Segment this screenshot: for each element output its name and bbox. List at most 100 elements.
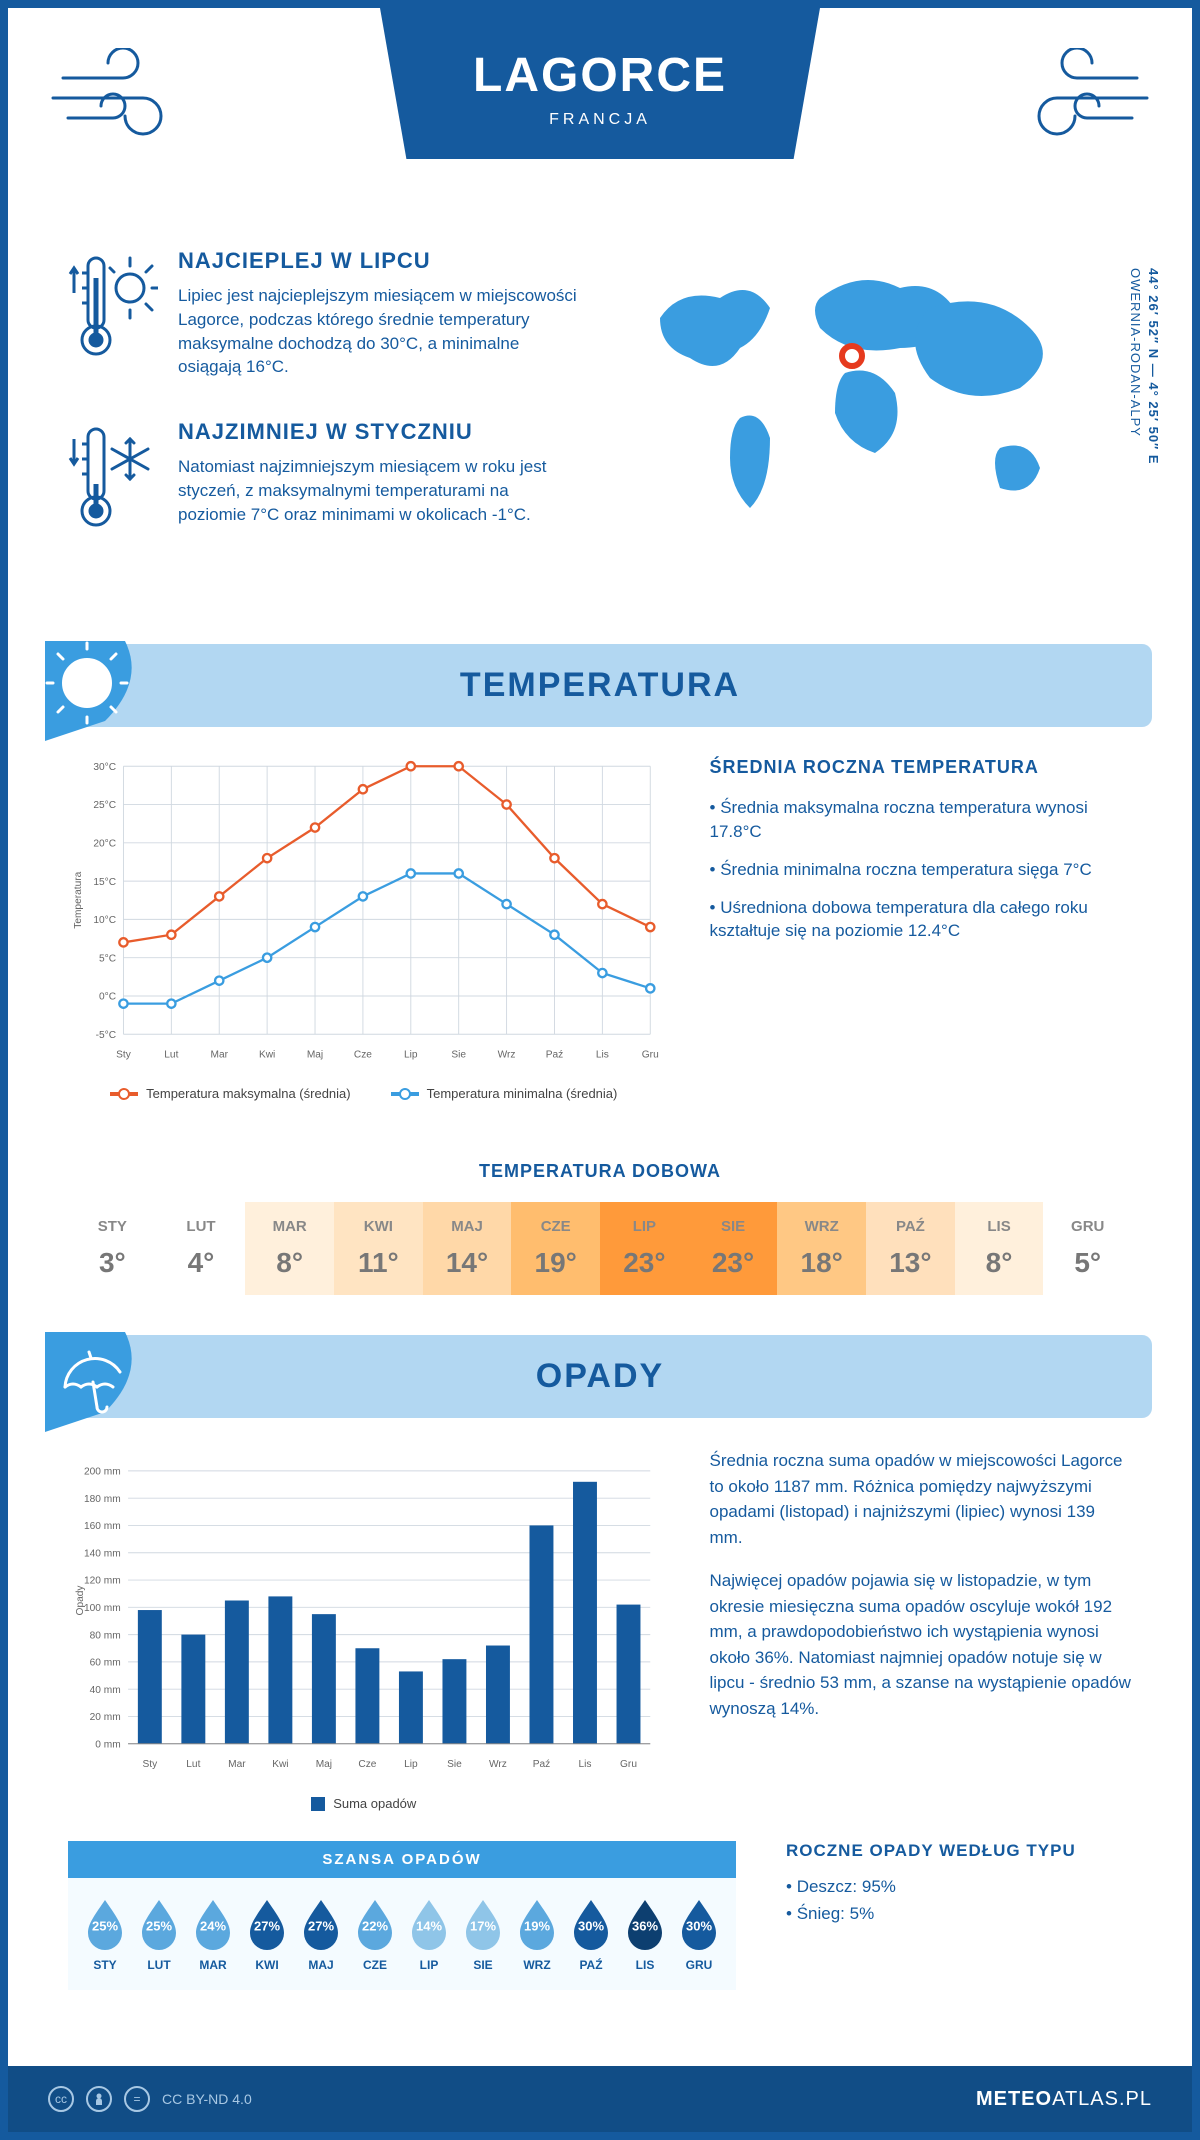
stat-item: • Średnia minimalna roczna temperatura s… — [710, 858, 1133, 882]
svg-text:Lip: Lip — [404, 1759, 418, 1770]
daily-temp-cell: KWI11° — [334, 1202, 423, 1295]
precip-chance-cell: 25% LUT — [132, 1896, 186, 1972]
svg-text:Gru: Gru — [642, 1050, 659, 1061]
wind-icon — [1022, 48, 1152, 153]
daily-temp-cell: WRZ18° — [777, 1202, 866, 1295]
daily-temperature-title: TEMPERATURA DOBOWA — [8, 1161, 1192, 1182]
svg-text:60 mm: 60 mm — [90, 1658, 121, 1669]
section-precipitation-header: OPADY — [48, 1335, 1152, 1418]
svg-text:Sie: Sie — [451, 1050, 466, 1061]
svg-text:Mar: Mar — [210, 1050, 228, 1061]
header: LAGORCE FRANCJA — [8, 8, 1192, 208]
svg-text:Maj: Maj — [307, 1050, 323, 1061]
svg-text:40 mm: 40 mm — [90, 1685, 121, 1696]
drop-icon: 36% — [618, 1896, 672, 1950]
precip-chance-cell: 30% GRU — [672, 1896, 726, 1972]
svg-text:Opady: Opady — [75, 1585, 86, 1616]
daily-temp-cell: GRU5° — [1043, 1202, 1132, 1295]
precip-chance-cell: 27% MAJ — [294, 1896, 348, 1972]
section-temperature-header: TEMPERATURA — [48, 644, 1152, 727]
precip-chance-cell: 24% MAR — [186, 1896, 240, 1972]
thermometer-hot-icon — [68, 248, 158, 379]
daily-temp-cell: CZE19° — [511, 1202, 600, 1295]
drop-icon: 30% — [672, 1896, 726, 1950]
svg-text:Cze: Cze — [358, 1759, 376, 1770]
by-icon — [86, 2086, 112, 2112]
svg-text:Maj: Maj — [316, 1759, 332, 1770]
precipitation-bar-chart: 0 mm20 mm40 mm60 mm80 mm100 mm120 mm140 … — [68, 1448, 660, 1786]
precipitation-by-type: ROCZNE OPADY WEDŁUG TYPU • Deszcz: 95% •… — [786, 1841, 1132, 1990]
svg-text:Paź: Paź — [533, 1759, 551, 1770]
svg-text:Wrz: Wrz — [498, 1050, 516, 1061]
daily-temp-cell: STY3° — [68, 1202, 157, 1295]
svg-text:0°C: 0°C — [99, 992, 116, 1003]
drop-icon: 27% — [240, 1896, 294, 1950]
umbrella-icon — [45, 1332, 145, 1432]
precip-chance-cell: 14% LIP — [402, 1896, 456, 1972]
svg-text:10°C: 10°C — [93, 915, 116, 926]
drop-icon: 14% — [402, 1896, 456, 1950]
svg-text:160 mm: 160 mm — [84, 1522, 121, 1533]
svg-text:Gru: Gru — [620, 1759, 637, 1770]
stat-item: • Uśredniona dobowa temperatura dla całe… — [710, 896, 1133, 944]
precip-chance-cell: 19% WRZ — [510, 1896, 564, 1972]
svg-text:Cze: Cze — [354, 1050, 372, 1061]
svg-text:Paź: Paź — [546, 1050, 564, 1061]
temperature-line-chart: -5°C0°C5°C10°C15°C20°C25°C30°CStyLutMarK… — [68, 757, 660, 1076]
svg-text:-5°C: -5°C — [96, 1030, 116, 1041]
drop-icon: 25% — [132, 1896, 186, 1950]
svg-text:15°C: 15°C — [93, 877, 116, 888]
daily-temp-cell: LIP23° — [600, 1202, 689, 1295]
svg-text:Sty: Sty — [142, 1759, 158, 1770]
page-title: LAGORCE — [380, 48, 820, 103]
svg-text:120 mm: 120 mm — [84, 1576, 121, 1587]
info-warmest-text: Lipiec jest najcieplejszym miesiącem w m… — [178, 284, 580, 379]
drop-icon: 24% — [186, 1896, 240, 1950]
drop-icon: 22% — [348, 1896, 402, 1950]
svg-text:20°C: 20°C — [93, 839, 116, 850]
precip-chance-cell: 27% KWI — [240, 1896, 294, 1972]
daily-temp-cell: SIE23° — [689, 1202, 778, 1295]
thermometer-cold-icon — [68, 419, 158, 544]
chart-legend: Temperatura maksymalna (średnia) Tempera… — [68, 1086, 660, 1101]
drop-icon: 30% — [564, 1896, 618, 1950]
coordinates-label: 44° 26′ 52″ N — 4° 25′ 50″ E OWERNIA-ROD… — [1126, 268, 1162, 465]
drop-icon: 19% — [510, 1896, 564, 1950]
svg-text:Lis: Lis — [596, 1050, 609, 1061]
svg-text:Temperatura: Temperatura — [73, 872, 84, 929]
svg-text:Sie: Sie — [447, 1759, 462, 1770]
footer: cc = CC BY-ND 4.0 METEOATLAS.PL — [8, 2066, 1192, 2132]
svg-text:200 mm: 200 mm — [84, 1467, 121, 1478]
nd-icon: = — [124, 2086, 150, 2112]
daily-temp-cell: PAŹ13° — [866, 1202, 955, 1295]
sun-icon — [45, 641, 145, 741]
svg-text:Lut: Lut — [164, 1050, 178, 1061]
license-label: CC BY-ND 4.0 — [162, 2091, 252, 2107]
svg-text:Mar: Mar — [228, 1759, 246, 1770]
svg-text:0 mm: 0 mm — [95, 1740, 120, 1751]
daily-temp-cell: MAR8° — [245, 1202, 334, 1295]
info-coldest-text: Natomiast najzimniejszym miesiącem w rok… — [178, 455, 580, 526]
svg-text:Kwi: Kwi — [259, 1050, 275, 1061]
page-subtitle: FRANCJA — [380, 111, 820, 129]
drop-icon: 17% — [456, 1896, 510, 1950]
cc-icon: cc — [48, 2086, 74, 2112]
svg-text:Lut: Lut — [186, 1759, 200, 1770]
temperature-stats: ŚREDNIA ROCZNA TEMPERATURA • Średnia mak… — [710, 757, 1133, 1101]
svg-text:5°C: 5°C — [99, 954, 116, 965]
precip-chance-cell: 36% LIS — [618, 1896, 672, 1972]
precipitation-text: Średnia roczna suma opadów w miejscowośc… — [710, 1448, 1133, 1811]
svg-text:25°C: 25°C — [93, 800, 116, 811]
info-warmest-title: NAJCIEPLEJ W LIPCU — [178, 248, 580, 274]
svg-text:Sty: Sty — [116, 1050, 132, 1061]
svg-text:Lis: Lis — [578, 1759, 591, 1770]
precipitation-chance-box: SZANSA OPADÓW 25% STY 25% LUT 24% MAR 27… — [68, 1841, 736, 1990]
drop-icon: 27% — [294, 1896, 348, 1950]
title-banner: LAGORCE FRANCJA — [380, 8, 820, 159]
daily-temp-cell: LIS8° — [955, 1202, 1044, 1295]
svg-text:Kwi: Kwi — [272, 1759, 288, 1770]
daily-temp-cell: MAJ14° — [423, 1202, 512, 1295]
svg-text:100 mm: 100 mm — [84, 1603, 121, 1614]
stat-item: • Średnia maksymalna roczna temperatura … — [710, 796, 1133, 844]
precip-chance-cell: 25% STY — [78, 1896, 132, 1972]
